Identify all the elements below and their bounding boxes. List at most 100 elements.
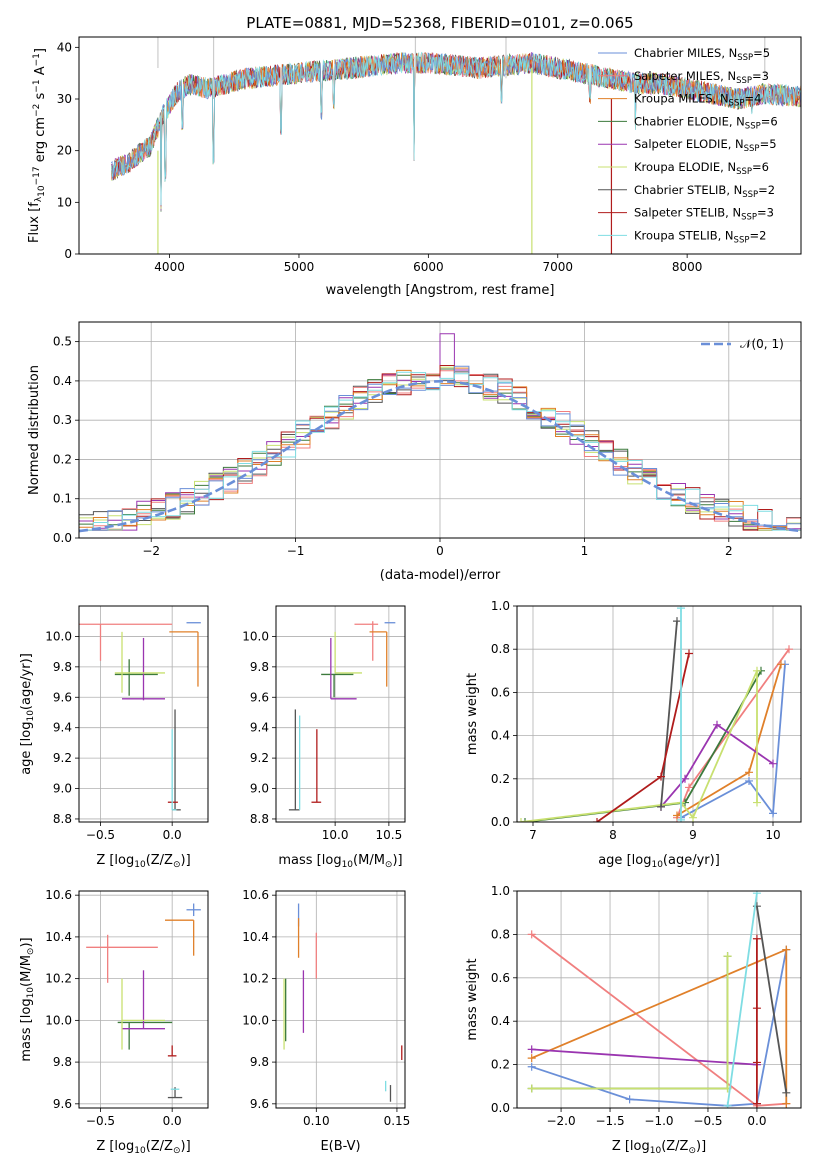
y-tick-label: 9.6 xyxy=(53,1097,72,1111)
gaussian-curve xyxy=(79,379,801,533)
weight-line-salpeter_elodie xyxy=(531,1048,757,1066)
weight-vs-metallicity-panel: −2.0 −1.5 −1.0 −0.5 0.0 0.0 0.2 0.4 0.6 0.8 1.0 Z [… xyxy=(465,884,802,1156)
weight-marker-chabrier_stelib xyxy=(673,617,681,626)
plot-area xyxy=(110,37,801,254)
legend-label-chabrier_elodie: Chabrier ELODIE, NSSP=6 xyxy=(634,114,778,131)
y-tick-label: 0.4 xyxy=(491,729,510,743)
weight-marker-chabrier_stelib xyxy=(657,802,665,811)
axes-frame xyxy=(275,605,406,823)
weight-marker-kroupa_miles xyxy=(782,1099,791,1108)
weight-marker-kroupa_elodie xyxy=(753,666,761,675)
axes: −0.5 0.0 8.8 9.0 9.2 9.4 9.6 9.8 10.0 Z [log10(Z/… xyxy=(19,605,209,870)
weight-marker-salpeter_stelib xyxy=(752,1099,761,1108)
x-axis-label: (data-model)/error xyxy=(380,568,501,583)
weight-marker-kroupa_elodie xyxy=(753,798,761,807)
x-axis-label: wavelength [Angstrom, rest frame] xyxy=(326,283,555,298)
y-tick-label: 8.8 xyxy=(250,812,269,826)
x-axis-label: E(B-V) xyxy=(320,1139,360,1154)
legend-label-salpeter_stelib: Salpeter STELIB, NSSP=3 xyxy=(634,206,774,223)
weight-marker-kroupa_elodie xyxy=(517,818,525,822)
y-tick-label: 0.4 xyxy=(491,1014,510,1028)
x-tick-label: −0.5 xyxy=(693,1114,722,1128)
axes-frame xyxy=(78,890,209,1109)
spectrum-panel: 4000 5000 6000 7000 8000 0 10 20 30 40 wavelength … xyxy=(27,36,802,298)
y-axis-label: mass [log10(M/M⊙)] xyxy=(19,937,36,1061)
plot-area xyxy=(527,891,791,1108)
y-tick-label: 9.6 xyxy=(250,1097,269,1111)
x-tick-label: 0.0 xyxy=(747,1114,766,1128)
grid xyxy=(79,891,208,1108)
y-axis-label: Flux [fλ10−17 erg cm−2 s−1 A−1] xyxy=(27,48,48,243)
y-tick-label: 9.6 xyxy=(250,690,269,704)
y-tick-label: 9.8 xyxy=(250,1055,269,1069)
y-tick-label: 9.8 xyxy=(250,660,269,674)
y-tick-label: 30 xyxy=(57,92,72,106)
weight-marker-kroupa_elodie xyxy=(689,813,697,822)
weight-marker-salpeter_stelib xyxy=(752,1058,761,1067)
weight-line-chabrier_stelib xyxy=(660,621,678,807)
x-tick-label: 0.15 xyxy=(384,1114,411,1128)
weight-marker-kroupa_elodie xyxy=(527,1084,536,1093)
y-tick-label: 0.0 xyxy=(491,815,510,829)
plot-area xyxy=(283,903,403,1102)
x-tick-label: 1 xyxy=(581,544,589,558)
axes: −0.5 0.0 9.6 9.8 10.0 10.2 10.4 10.6 Z [log10(Z/… xyxy=(19,888,209,1156)
x-tick-label: −1 xyxy=(287,544,305,558)
y-tick-label: 0.1 xyxy=(53,492,72,506)
spectrum-legend: Chabrier MILES, NSSP=5 Salpeter MILES, NS… xyxy=(598,46,778,245)
y-tick-label: 9.4 xyxy=(53,721,72,735)
weight-marker-chabrier_miles xyxy=(527,1062,536,1071)
y-tick-label: 9.8 xyxy=(53,660,72,674)
y-tick-label: 0.2 xyxy=(491,772,510,786)
y-tick-label: 10 xyxy=(57,195,72,209)
axes: −2.0 −1.5 −1.0 −0.5 0.0 0.0 0.2 0.4 0.6 0.8 1.0 Z [… xyxy=(465,884,802,1156)
y-tick-label: 0.6 xyxy=(491,971,510,985)
y-tick-label: 9.0 xyxy=(250,782,269,796)
weight-line-chabrier_stelib xyxy=(756,906,788,1093)
x-tick-label: 8000 xyxy=(672,260,703,274)
y-tick-label: 0.6 xyxy=(491,685,510,699)
weight-marker-kroupa_miles xyxy=(673,811,681,820)
x-axis-label: Z [log10(Z/Z⊙)] xyxy=(96,853,190,870)
weight-marker-salpeter_elodie xyxy=(713,720,721,729)
y-tick-label: 8.8 xyxy=(53,812,72,826)
x-tick-label: 10.5 xyxy=(376,828,403,842)
age-vs-metallicity-panel: −0.5 0.0 8.8 9.0 9.2 9.4 9.6 9.8 10.0 Z [log10(Z/… xyxy=(19,605,209,870)
legend-label-kroupa_stelib: Kroupa STELIB, NSSP=2 xyxy=(634,228,766,245)
y-tick-label: 0.8 xyxy=(491,642,510,656)
axes: 7 8 9 10 0.0 0.2 0.4 0.6 0.8 1.0 age [log10(age/yr… xyxy=(465,599,802,870)
axes-frame xyxy=(78,605,209,823)
y-tick-label: 9.4 xyxy=(250,721,269,735)
legend-label-chabrier_miles: Chabrier MILES, NSSP=5 xyxy=(634,46,770,63)
weight-marker-salpeter_miles xyxy=(685,783,693,792)
weight-line-salpeter_elodie xyxy=(660,723,774,808)
weight-marker-kroupa_stelib xyxy=(752,891,761,898)
x-tick-label: 10 xyxy=(765,828,780,842)
x-tick-label: 0.0 xyxy=(163,1114,182,1128)
y-tick-label: 9.6 xyxy=(53,690,72,704)
legend-label-salpeter_miles: Salpeter MILES, NSSP=3 xyxy=(634,69,769,86)
weight-vs-age-panel: 7 8 9 10 0.0 0.2 0.4 0.6 0.8 1.0 age [log10(age/yr… xyxy=(465,599,802,870)
y-tick-label: 10.6 xyxy=(242,888,269,902)
y-tick-label: 0.2 xyxy=(53,452,72,466)
x-tick-label: 4000 xyxy=(154,260,185,274)
weight-marker-salpeter_stelib xyxy=(593,818,601,822)
x-tick-label: −0.5 xyxy=(86,1114,115,1128)
x-tick-label: 7000 xyxy=(542,260,573,274)
plot-area xyxy=(79,622,201,811)
x-tick-label: 0.10 xyxy=(303,1114,330,1128)
y-tick-label: 9.2 xyxy=(53,751,72,765)
y-tick-label: 0.2 xyxy=(491,1058,510,1072)
weight-line-chabrier_elodie xyxy=(524,670,762,822)
weight-marker-chabrier_miles xyxy=(745,776,753,785)
weight-line-salpeter_stelib xyxy=(596,653,690,822)
y-tick-label: 1.0 xyxy=(491,599,510,613)
spectrum-line-kroupa_stelib xyxy=(110,51,801,206)
legend-label-kroupa_miles: Kroupa MILES, NSSP=4 xyxy=(634,92,761,109)
weight-line-chabrier_miles xyxy=(680,664,786,819)
axes: 0.10 0.15 9.6 9.8 10.0 10.2 10.4 10.6 E(B-V) xyxy=(242,888,410,1154)
y-tick-label: 0.8 xyxy=(491,927,510,941)
weight-marker-kroupa_miles xyxy=(777,660,785,669)
weight-marker-chabrier_elodie xyxy=(521,818,529,822)
